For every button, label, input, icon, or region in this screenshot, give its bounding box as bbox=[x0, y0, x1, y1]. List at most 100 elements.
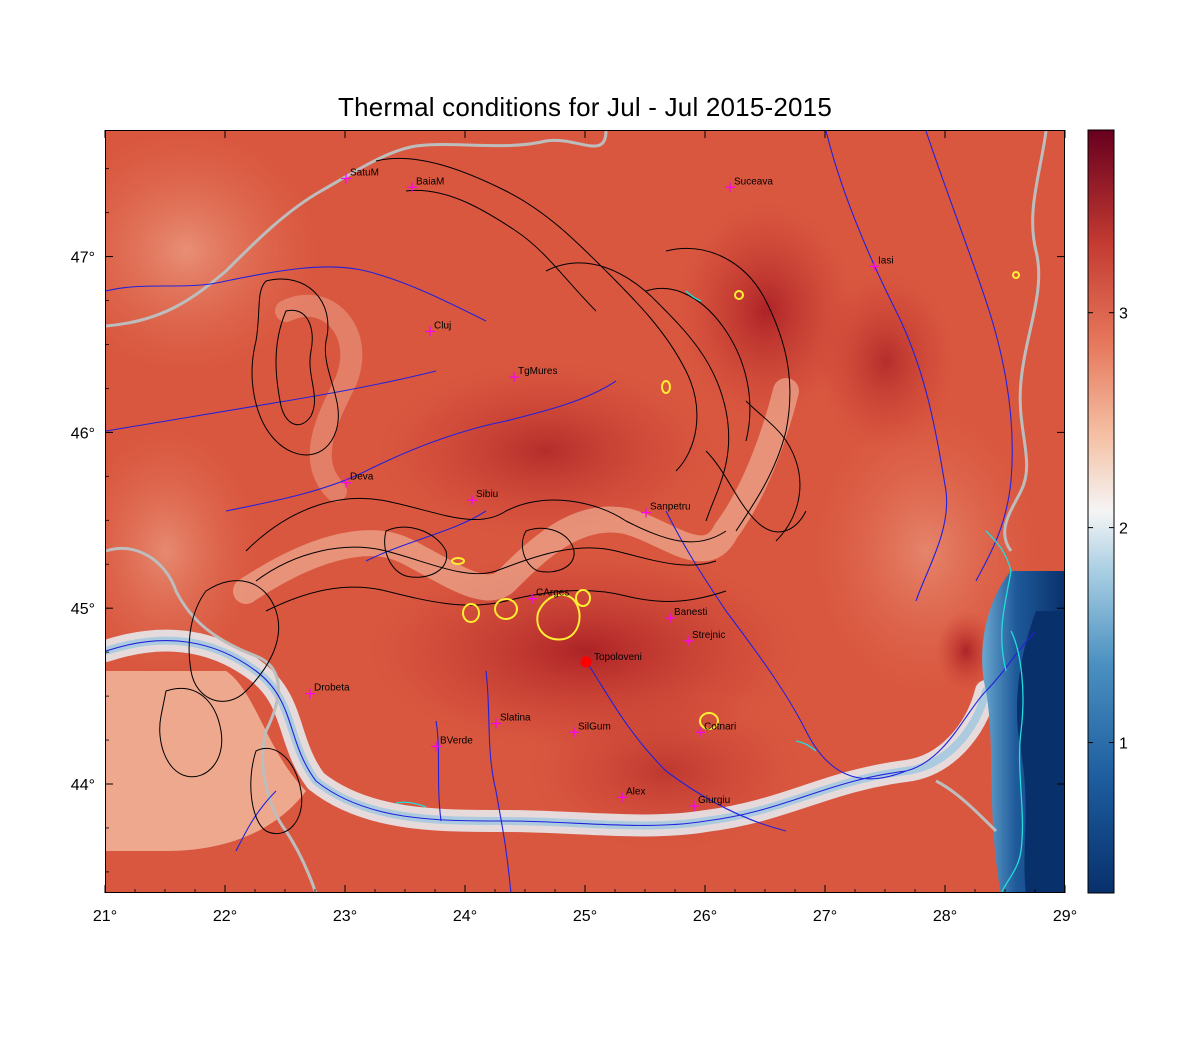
y-tick-label: 45° bbox=[71, 601, 95, 618]
elevation-contours bbox=[159, 157, 807, 835]
city-label: Suceava bbox=[734, 176, 773, 187]
y-tick-label: 46° bbox=[71, 425, 95, 442]
x-tick-label: 22° bbox=[213, 908, 237, 925]
cool-ridge bbox=[233, 378, 799, 604]
city-label: BaiaM bbox=[416, 176, 444, 187]
city-marker: SatuM bbox=[341, 167, 379, 184]
contour-line bbox=[745, 400, 801, 542]
danube-river bbox=[106, 630, 1037, 826]
siret-river bbox=[825, 131, 948, 602]
y-tick-label: 47° bbox=[71, 250, 95, 267]
city-marker: Banesti bbox=[665, 607, 707, 623]
city-label: Deva bbox=[350, 472, 374, 483]
threshold-contour bbox=[734, 290, 744, 300]
city-label: CArges bbox=[536, 588, 569, 599]
threshold-contour bbox=[494, 598, 518, 620]
tributary bbox=[365, 510, 487, 562]
water-edge bbox=[985, 530, 1012, 672]
heat-patch bbox=[106, 671, 306, 851]
city-marker: Slatina bbox=[491, 712, 531, 729]
threshold-contour bbox=[575, 589, 591, 607]
city-marker: TgMures bbox=[509, 366, 557, 383]
x-tick-label: 23° bbox=[333, 908, 357, 925]
threshold-contour bbox=[1012, 271, 1020, 279]
heat-patch bbox=[106, 431, 256, 671]
colorbar-tick-label: 2 bbox=[1119, 521, 1128, 538]
heat-patch bbox=[936, 611, 996, 691]
colorbar-tick-label: 3 bbox=[1119, 306, 1128, 323]
city-label: Cluj bbox=[434, 320, 451, 331]
heat-patch bbox=[106, 131, 316, 371]
x-tick-label: 26° bbox=[693, 908, 717, 925]
contour-line bbox=[705, 450, 807, 533]
y-tick-label: 44° bbox=[71, 777, 95, 794]
x-tick-label: 25° bbox=[573, 908, 597, 925]
map-title: Thermal conditions for Jul - Jul 2015-20… bbox=[338, 92, 832, 122]
city-label: Cotnari bbox=[704, 721, 736, 732]
country-border bbox=[1003, 131, 1048, 552]
x-tick-label: 28° bbox=[933, 908, 957, 925]
map-canvas: SatuM BaiaM Suceava Iasi Cluj TgMures Deva Sibi… bbox=[106, 131, 1064, 892]
cool-ridge bbox=[275, 294, 363, 502]
threshold-contour bbox=[462, 603, 480, 623]
highlight-site-layer: Topoloveni bbox=[580, 652, 642, 668]
x-tick-label: 24° bbox=[453, 908, 477, 925]
site-dot-icon bbox=[580, 656, 592, 668]
city-label: Sibiu bbox=[476, 489, 498, 500]
city-marker: SilGum bbox=[569, 721, 611, 738]
city-marker: Suceava bbox=[725, 176, 773, 193]
city-marker: Giurgiu bbox=[689, 795, 730, 812]
city-marker: Sibiu bbox=[467, 489, 498, 506]
city-marker: CArges bbox=[527, 588, 569, 604]
colorbar-tick-label: 1 bbox=[1119, 736, 1128, 753]
contour-line bbox=[375, 157, 698, 472]
city-marker: BaiaM bbox=[407, 176, 444, 193]
city-label: TgMures bbox=[518, 366, 557, 377]
contour-line bbox=[159, 687, 223, 778]
cities-layer: SatuM BaiaM Suceava Iasi Cluj TgMures Deva Sibi… bbox=[305, 167, 894, 812]
city-label: Alex bbox=[626, 786, 645, 797]
city-label: BVerde bbox=[440, 735, 473, 746]
city-label: Sanpetru bbox=[650, 502, 691, 513]
tributary bbox=[235, 790, 277, 852]
city-marker: Sanpetru bbox=[641, 502, 691, 518]
threshold-contour bbox=[451, 557, 465, 565]
x-tick-label: 29° bbox=[1053, 908, 1077, 925]
contour-line bbox=[522, 527, 575, 573]
somes-river bbox=[106, 266, 487, 322]
site-label: Topoloveni bbox=[594, 652, 642, 663]
contour-line bbox=[265, 586, 727, 612]
city-label: Strejnic bbox=[692, 630, 725, 641]
city-label: Drobeta bbox=[314, 683, 350, 694]
city-label: Iasi bbox=[878, 255, 894, 266]
contour-line bbox=[275, 309, 315, 426]
colorbar-ticks: 1 2 3 bbox=[1088, 306, 1128, 753]
threshold-contour bbox=[699, 712, 719, 730]
water-edges bbox=[395, 290, 1024, 892]
city-marker: Cluj bbox=[425, 320, 451, 337]
city-label: SilGum bbox=[578, 721, 611, 732]
water-edge bbox=[395, 801, 427, 808]
prut-river bbox=[925, 131, 1013, 582]
water-edge bbox=[685, 290, 702, 302]
city-label: SatuM bbox=[350, 167, 379, 178]
country-border bbox=[935, 779, 998, 833]
city-marker: Iasi bbox=[869, 255, 894, 272]
city-marker: Drobeta bbox=[305, 683, 350, 699]
rivers bbox=[106, 131, 1037, 892]
mures-river bbox=[225, 380, 617, 512]
contour-line bbox=[250, 747, 303, 835]
contour-line bbox=[251, 278, 339, 456]
city-marker: Strejnic bbox=[683, 630, 725, 646]
heat-patch bbox=[376, 361, 716, 541]
contour-line bbox=[384, 526, 448, 578]
threshold-contour bbox=[661, 380, 671, 394]
threshold-contour bbox=[536, 593, 581, 641]
arges-river bbox=[585, 660, 787, 832]
heat-patch bbox=[816, 271, 956, 451]
contour-line bbox=[255, 546, 717, 582]
city-marker: Deva bbox=[341, 472, 374, 488]
city-marker: BVerde bbox=[431, 735, 473, 752]
city-label: Giurgiu bbox=[698, 795, 730, 806]
x-tick-label: 27° bbox=[813, 908, 837, 925]
